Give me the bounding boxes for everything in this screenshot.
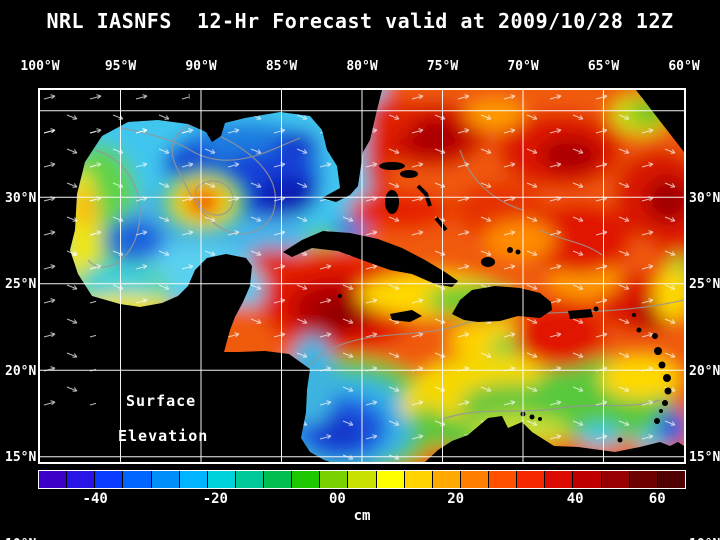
colorbar-segment [179, 471, 208, 488]
colorbar-segment [404, 471, 433, 488]
colorbar-segment [657, 471, 685, 488]
land-nodata-corner [636, 90, 684, 152]
colorbar-tick-label: 60 [648, 491, 666, 507]
colorbar-segment [264, 471, 293, 488]
colorbar-segment [460, 471, 489, 488]
lat-tick-label-left: 30°N [5, 191, 37, 206]
colorbar-tick-label: -20 [202, 491, 228, 507]
colorbar [38, 470, 686, 489]
lon-tick-label: 70°W [507, 59, 539, 74]
lon-axis: 100°W 95°W 90°W 85°W 80°W 75°W 70°W 65°W 60°W [20, 59, 699, 77]
colorbar-segment [573, 471, 602, 488]
land [40, 90, 684, 462]
lon-tick-label: 95°W [104, 59, 137, 74]
colorbar-segment [39, 471, 68, 488]
colorbar-segment [67, 471, 96, 488]
colorbar-segment [545, 471, 574, 488]
colorbar-segment [207, 471, 236, 488]
land-puerto-rico [568, 309, 593, 319]
lat-tick-label-left: 20°N [5, 364, 37, 379]
colorbar-tick-label: 00 [329, 491, 346, 507]
current-vectors-land [40, 130, 96, 410]
colorbar-segment [235, 471, 264, 488]
annotation-elevation: Elevation [118, 427, 208, 445]
colorbar-segment [151, 471, 180, 488]
lat-tick-label-right: 20°N [689, 364, 720, 379]
lat-tick-label-left: 10°N [5, 537, 36, 540]
colorbar-tick-label: 20 [447, 491, 465, 507]
map-svg: Surface Elevation [40, 90, 684, 462]
land-north-america [40, 90, 382, 462]
lat-axis-right: 30°N 25°N 20°N 15°N 10°N [689, 88, 720, 540]
colorbar-ticks: -40 -20 00 20 40 60 [39, 491, 685, 507]
colorbar-segment [517, 471, 546, 488]
colorbar-segment [601, 471, 630, 488]
colorbar-tick-label: 40 [566, 491, 584, 507]
map-plot: Surface Elevation [38, 88, 686, 464]
colorbar-tick-label: -40 [82, 491, 108, 507]
lat-axis-left: 30°N 25°N 20°N 15°N 10°N [5, 88, 39, 540]
colorbar-segment [95, 471, 124, 488]
colorbar-segment [292, 471, 321, 488]
lat-tick-label-right: 30°N [689, 191, 720, 206]
lon-tick-label: 100°W [20, 59, 60, 74]
colorbar-segment [123, 471, 152, 488]
page-title: NRL IASNFS 12-Hr Forecast valid at 2009/… [46, 9, 674, 33]
colorbar-segment [432, 471, 461, 488]
lat-tick-label-right: 10°N [689, 537, 720, 540]
land-jamaica [390, 310, 422, 322]
lon-tick-label: 80°W [346, 59, 378, 74]
land-south-america [425, 416, 684, 462]
lon-tick-label: 75°W [426, 59, 459, 74]
bahamas-and-antilles-islands [338, 162, 672, 443]
colorbar-segment [320, 471, 349, 488]
colorbar-segment [376, 471, 405, 488]
colorbar-segment [629, 471, 658, 488]
lon-tick-label: 65°W [587, 59, 620, 74]
colorbar-segment [348, 471, 377, 488]
lon-tick-label: 85°W [265, 59, 298, 74]
grid-lines [40, 90, 684, 462]
lat-tick-label-right: 25°N [689, 277, 720, 292]
colorbar-unit: cm [353, 508, 371, 524]
land-hispaniola [452, 286, 552, 322]
lon-tick-label: 60°W [668, 59, 700, 74]
lat-tick-label-right: 15°N [689, 450, 720, 465]
lat-tick-label-left: 15°N [5, 450, 37, 465]
lon-tick-label: 90°W [185, 59, 217, 74]
annotation-surface: Surface [126, 392, 196, 410]
colorbar-segment [489, 471, 518, 488]
lat-tick-label-left: 25°N [5, 277, 37, 292]
land-cuba [283, 231, 458, 287]
